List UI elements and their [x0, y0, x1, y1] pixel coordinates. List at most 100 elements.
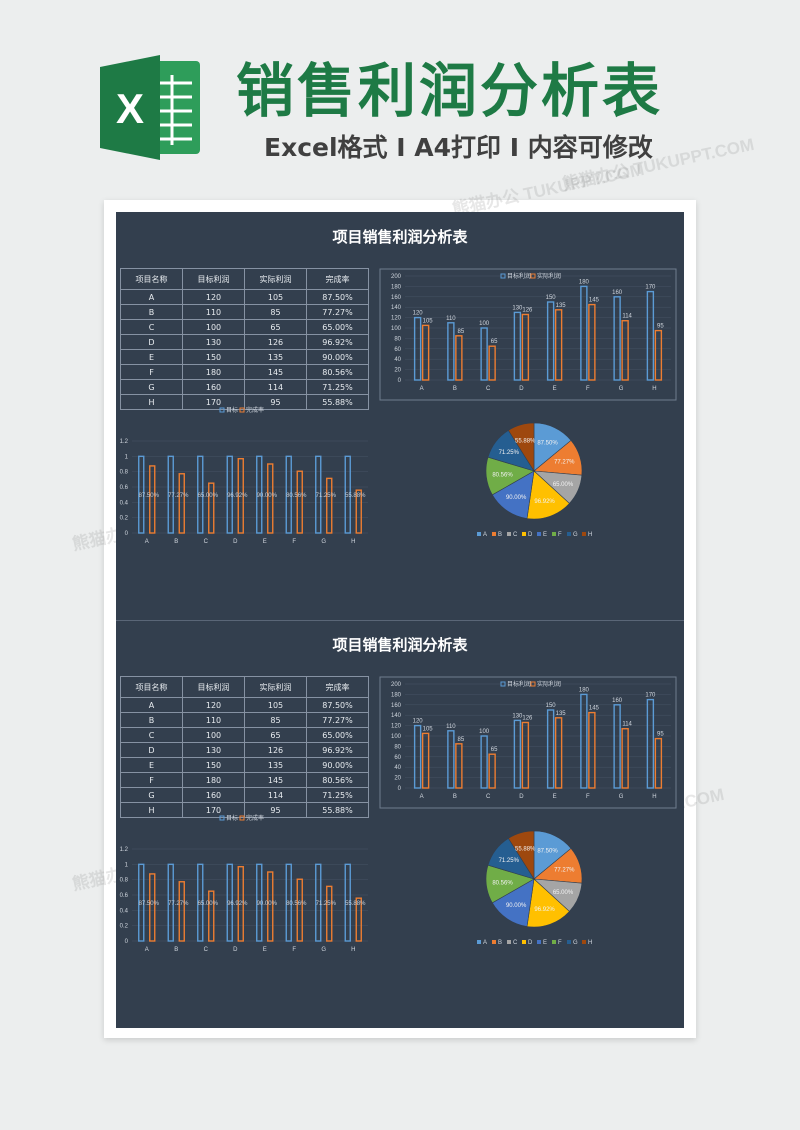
y-tick-label: 1	[125, 454, 129, 460]
bar	[296, 878, 303, 942]
bar	[554, 309, 563, 381]
data-label: 65	[491, 747, 498, 753]
table-cell: 87.50%	[306, 289, 369, 305]
table-cell: 110	[182, 712, 245, 728]
table-row: F 180 145 80.56%	[120, 772, 369, 788]
x-tick-label: C	[204, 539, 209, 545]
excel-logo-icon: X	[100, 55, 200, 160]
data-label: 85	[458, 737, 465, 743]
data-label: 65.00%	[198, 493, 219, 499]
bar	[197, 863, 204, 942]
bar	[285, 863, 292, 942]
y-tick-label: 0.2	[120, 924, 129, 930]
y-tick-label: 80	[394, 744, 401, 750]
legend-label: G	[573, 940, 578, 946]
rate-pie-chart: 87.50% 77.27% 65.00% 96.92% 90.00% 80.56% 71.2…	[477, 830, 592, 946]
pie-label: 80.56%	[492, 473, 513, 479]
y-tick-label: 60	[394, 347, 401, 353]
x-tick-label: G	[321, 539, 326, 545]
chart-legend: A B C D E F G H	[477, 940, 592, 946]
x-tick-label: F	[586, 386, 590, 392]
y-tick-label: 20	[394, 776, 401, 782]
y-tick-label: 120	[391, 724, 402, 730]
pie-label: 65.00%	[553, 890, 574, 896]
legend-swatch	[507, 532, 511, 536]
table-cell: 100	[182, 727, 245, 743]
y-tick-label: 80	[394, 336, 401, 342]
pie-label: 55.88%	[515, 439, 536, 445]
legend-swatch	[492, 940, 496, 944]
bar	[267, 463, 274, 534]
x-tick-label: E	[263, 947, 267, 953]
table-cell: 65	[244, 727, 307, 743]
y-tick-label: 0	[398, 786, 402, 792]
table-header-cell: 实际利润	[244, 268, 307, 290]
y-tick-label: 60	[394, 755, 401, 761]
x-tick-label: B	[453, 386, 457, 392]
table-cell: 120	[182, 697, 245, 713]
legend-label: D	[528, 940, 533, 946]
table-cell: 85	[244, 712, 307, 728]
pie-label: 90.00%	[506, 495, 527, 501]
pie-label: 96.92%	[534, 499, 555, 505]
table-header-cell: 完成率	[306, 268, 369, 290]
bar	[344, 863, 351, 942]
data-label: 150	[546, 703, 557, 709]
table-cell: 114	[244, 379, 307, 395]
x-tick-label: H	[652, 386, 656, 392]
legend-label: E	[543, 532, 547, 538]
legend-label: D	[528, 532, 533, 538]
pie-label: 90.00%	[506, 903, 527, 909]
data-label: 85	[458, 329, 465, 335]
legend-label: C	[513, 532, 518, 538]
table-cell: 110	[182, 304, 245, 320]
y-tick-label: 160	[391, 295, 402, 301]
data-label: 160	[612, 698, 623, 704]
legend-label: A	[483, 532, 487, 538]
bar	[285, 455, 292, 534]
legend-swatch	[582, 940, 586, 944]
bar	[256, 863, 263, 942]
data-label: 100	[479, 729, 490, 735]
table-header-cell: 完成率	[306, 676, 369, 698]
table-cell: E	[120, 757, 183, 773]
rate-bar-chart: 目标 完成率 0 0.2 0.4 0.6 0.8 1 1.2 87.50% A 77.27% B 65.0…	[120, 814, 368, 953]
x-tick-label: H	[351, 539, 355, 545]
legend-label: 完成率	[246, 814, 264, 822]
x-tick-label: B	[453, 794, 457, 800]
bar	[197, 455, 204, 534]
table-row: C 100 65 65.00%	[120, 319, 369, 335]
table-row: E 150 135 90.00%	[120, 349, 369, 365]
bar	[513, 311, 522, 381]
table-header-cell: 目标利润	[182, 268, 245, 290]
bar	[580, 285, 588, 381]
x-tick-label: E	[553, 794, 557, 800]
data-label: 96.92%	[227, 493, 248, 499]
data-label: 114	[622, 722, 632, 728]
legend-swatch	[477, 940, 481, 944]
x-tick-label: G	[321, 947, 326, 953]
bar	[455, 743, 463, 789]
data-label: 55.88%	[345, 901, 366, 907]
table-header-cell: 目标利润	[182, 676, 245, 698]
data-label: 71.25%	[316, 493, 337, 499]
data-label: 135	[556, 711, 567, 717]
table-cell: 95	[244, 394, 307, 410]
bar	[237, 457, 244, 534]
bar	[580, 693, 588, 789]
table-cell: 65	[244, 319, 307, 335]
legend-swatch	[530, 273, 536, 279]
x-tick-label: D	[519, 386, 524, 392]
x-tick-label: C	[486, 386, 491, 392]
pie-label: 77.27%	[554, 460, 575, 466]
x-tick-label: H	[351, 947, 355, 953]
x-tick-label: C	[486, 794, 491, 800]
data-label: 100	[479, 321, 490, 327]
pie-label: 77.27%	[554, 868, 575, 874]
data-label: 180	[579, 279, 590, 285]
pie-label: 87.50%	[537, 848, 558, 854]
sheet-divider	[116, 620, 684, 621]
table-row: A 120 105 87.50%	[120, 289, 369, 305]
hero-subtitle: Excel格式 I A4打印 I 内容可修改	[264, 133, 653, 162]
